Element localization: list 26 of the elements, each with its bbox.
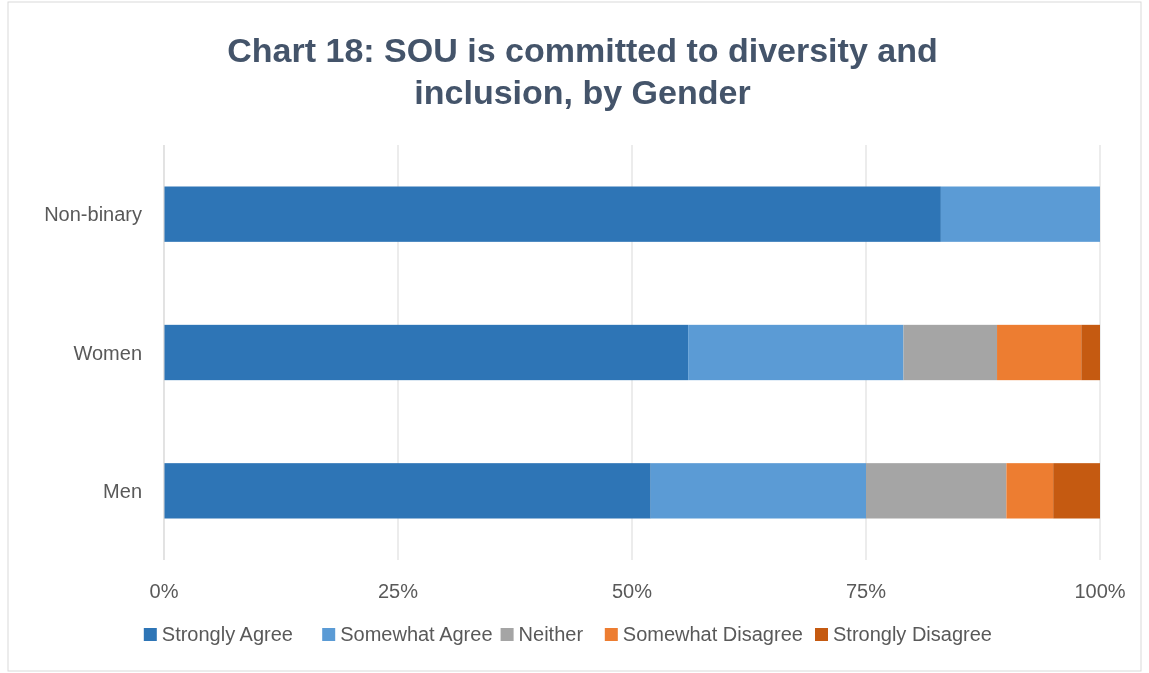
legend-label: Neither — [518, 623, 584, 645]
legend-label: Somewhat Disagree — [622, 623, 803, 645]
bar — [1006, 463, 1054, 519]
bar — [688, 324, 904, 381]
legend-label: Strongly Agree — [161, 623, 293, 645]
legend-label: Somewhat Agree — [340, 623, 493, 645]
bar — [164, 186, 941, 242]
bar — [164, 324, 689, 381]
bar — [997, 324, 1082, 381]
y-tick-label: Non-binary — [44, 203, 142, 226]
bar — [940, 186, 1100, 242]
bar — [164, 463, 651, 519]
bar — [903, 324, 998, 381]
legend-label: Strongly Disagree — [833, 623, 992, 645]
bar — [1053, 463, 1100, 519]
x-tick-label: 100% — [1074, 580, 1126, 602]
bar — [1081, 324, 1100, 381]
x-tick-label: 0% — [149, 580, 179, 602]
y-tick-label: Women — [73, 341, 142, 364]
x-tick-label: 25% — [377, 580, 419, 602]
bar — [866, 463, 1007, 519]
x-tick-label: 50% — [611, 580, 653, 602]
chart-title: Chart 18: SOU is committed to diversity and inclusion, by Gender — [227, 31, 938, 111]
bar — [650, 463, 866, 519]
x-tick-label: 75% — [845, 580, 887, 602]
y-tick-label: Men — [103, 479, 142, 502]
